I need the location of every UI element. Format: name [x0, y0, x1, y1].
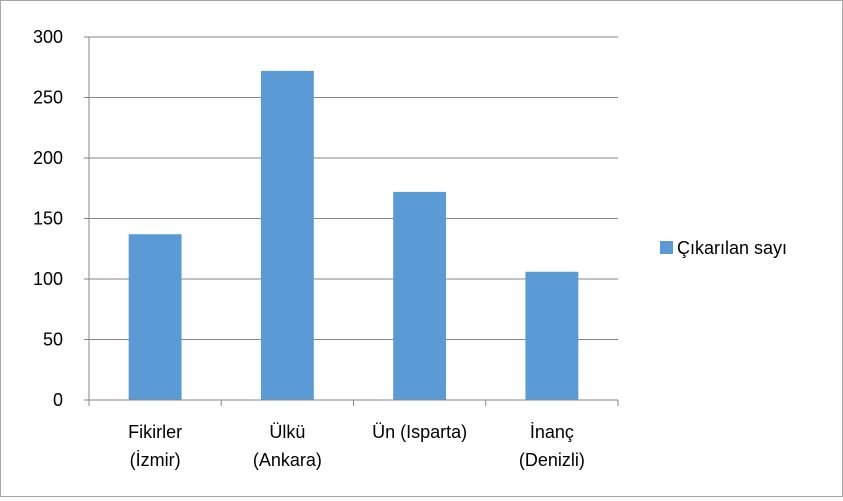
x-category-label: İnanç (Denizli) — [519, 422, 585, 470]
y-tick-label: 200 — [33, 148, 63, 168]
x-category-label-line: Ün (Isparta) — [372, 422, 467, 442]
y-tick-label: 0 — [53, 390, 63, 410]
x-category-label: Ülkü (Ankara) — [253, 422, 322, 470]
bar-2 — [393, 191, 447, 400]
bar-3 — [525, 271, 579, 400]
y-tick-label: 100 — [33, 269, 63, 289]
x-category-label-line: (Denizli) — [519, 450, 585, 470]
x-category-label-line: Ülkü — [269, 422, 305, 442]
x-category-labels: Fikirler (İzmir) Ülkü (Ankara) Ün (Isparta) İ… — [128, 422, 585, 470]
x-category-label: Ün (Isparta) — [372, 422, 467, 442]
y-tick-label: 250 — [33, 88, 63, 108]
y-tick-label: 300 — [33, 27, 63, 47]
y-tick-label: 150 — [33, 209, 63, 229]
x-category-label-line: İnanç — [530, 422, 574, 442]
x-category-label-line: (İzmir) — [130, 450, 181, 470]
legend-label: Çıkarılan sayı — [677, 238, 787, 258]
y-tick-label: 50 — [43, 330, 63, 350]
x-category-label: Fikirler (İzmir) — [128, 422, 182, 470]
legend: Çıkarılan sayı — [660, 238, 787, 258]
bar-0 — [128, 234, 182, 400]
y-tick-labels: 0 50 100 150 200 250 300 — [33, 27, 63, 410]
x-category-label-line: Fikirler — [128, 422, 182, 442]
bars — [128, 70, 579, 400]
axes — [84, 36, 619, 406]
bar-1 — [260, 70, 314, 400]
legend-swatch — [660, 241, 673, 254]
x-category-label-line: (Ankara) — [253, 450, 322, 470]
